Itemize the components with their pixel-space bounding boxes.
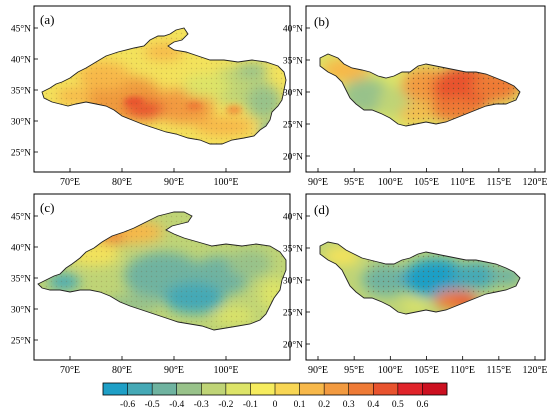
- y-tick-label: 35°N: [283, 244, 303, 255]
- x-tick-label: 90°E: [164, 365, 184, 376]
- map-panel-a: (a): [33, 5, 291, 173]
- colorbar-label: 0.1: [294, 400, 306, 410]
- x-tick-label: 115°E: [486, 177, 511, 188]
- colorbar-swatch: [373, 383, 399, 395]
- y-tick-label: 25°N: [283, 120, 303, 131]
- x-tick-label: 100°E: [213, 177, 238, 188]
- y-tick-label: 30°N: [283, 276, 303, 287]
- y-tick-label: 35°N: [11, 274, 31, 285]
- x-tick-label: 110°E: [450, 365, 475, 376]
- y-tick-label: 30°N: [283, 88, 303, 99]
- colorbar-label: 0.4: [367, 400, 379, 410]
- panel-label: (b): [314, 14, 329, 29]
- colorbar-label: 0.2: [318, 400, 330, 410]
- y-tick-label: 40°N: [283, 212, 303, 223]
- x-tick-label: 90°E: [164, 177, 184, 188]
- colorbar-swatch: [422, 383, 448, 395]
- x-tick-label: 100°E: [213, 365, 238, 376]
- x-tick-label: 105°E: [414, 177, 439, 188]
- x-tick-label: 90°E: [308, 365, 328, 376]
- x-tick-label: 70°E: [60, 177, 80, 188]
- y-tick-label: 45°N: [11, 212, 31, 223]
- x-tick-label: 120°E: [522, 177, 547, 188]
- colorbar-label: 0: [273, 400, 278, 410]
- x-tick-label: 95°E: [344, 177, 364, 188]
- y-tick-label: 40°N: [11, 55, 31, 66]
- x-tick-label: 70°E: [60, 365, 80, 376]
- colorbar-label: -0.2: [218, 400, 233, 410]
- map-panel-c: (c): [33, 193, 291, 361]
- y-tick-label: 30°N: [11, 305, 31, 316]
- region-outline: [319, 53, 521, 127]
- panel-label: (a): [40, 12, 54, 27]
- colorbar-swatch: [275, 383, 300, 395]
- colorbar-swatch: [225, 383, 251, 395]
- x-tick-label: 120°E: [522, 365, 547, 376]
- x-tick-label: 105°E: [414, 365, 439, 376]
- y-tick-label: 40°N: [11, 243, 31, 254]
- y-tick-label: 35°N: [11, 86, 31, 97]
- colorbar-label: -0.4: [169, 400, 184, 410]
- axis-ticks: 70°E 80°E 90°E 100°E 45°N 40°N 35°N 30°N 25°N 90°…: [11, 24, 548, 377]
- colorbar-swatch: [324, 383, 350, 395]
- map-panel-d: (d): [305, 193, 546, 361]
- colorbar-label: -0.3: [194, 400, 209, 410]
- x-tick-label: 80°E: [112, 177, 132, 188]
- region-outline: [319, 241, 521, 315]
- colorbar-swatch: [201, 383, 227, 395]
- colorbar-label: 0.6: [416, 400, 428, 410]
- x-tick-label: 115°E: [486, 365, 511, 376]
- y-tick-label: 20°N: [283, 340, 303, 351]
- x-tick-label: 90°E: [308, 177, 328, 188]
- colorbar-swatch: [176, 383, 202, 395]
- colorbar: -0.6 -0.5 -0.4 -0.3 -0.2 -0.1 0 0.1 0.2 0.3 0.4 0.5…: [102, 382, 448, 410]
- panel-label: (c): [40, 200, 54, 215]
- x-tick-label: 95°E: [344, 365, 364, 376]
- y-tick-label: 20°N: [283, 152, 303, 163]
- x-tick-label: 80°E: [112, 365, 132, 376]
- colorbar-label: -0.1: [243, 400, 258, 410]
- colorbar-label: 0.5: [392, 400, 404, 410]
- y-tick-label: 40°N: [283, 24, 303, 35]
- colorbar-swatch: [397, 383, 423, 395]
- region-outline: [41, 27, 287, 145]
- y-tick-label: 45°N: [11, 24, 31, 35]
- colorbar-swatch: [152, 383, 178, 395]
- colorbar-swatch: [250, 383, 276, 395]
- x-tick-label: 100°E: [378, 365, 403, 376]
- colorbar-swatch: [348, 383, 374, 395]
- colorbar-label: -0.6: [120, 400, 135, 410]
- colorbar-swatch: [103, 383, 128, 395]
- y-tick-label: 25°N: [11, 148, 31, 159]
- colorbar-swatch: [299, 383, 325, 395]
- colorbar-swatch: [127, 383, 153, 395]
- y-tick-label: 25°N: [11, 336, 31, 347]
- y-tick-label: 30°N: [11, 117, 31, 128]
- y-tick-label: 25°N: [283, 308, 303, 319]
- colorbar-label: -0.5: [145, 400, 160, 410]
- x-tick-label: 100°E: [378, 177, 403, 188]
- map-panel-b: (b): [305, 5, 546, 173]
- colorbar-label: 0.3: [343, 400, 355, 410]
- x-tick-label: 110°E: [450, 177, 475, 188]
- panel-label: (d): [314, 202, 329, 217]
- y-tick-label: 35°N: [283, 56, 303, 67]
- region-outline: [37, 211, 287, 331]
